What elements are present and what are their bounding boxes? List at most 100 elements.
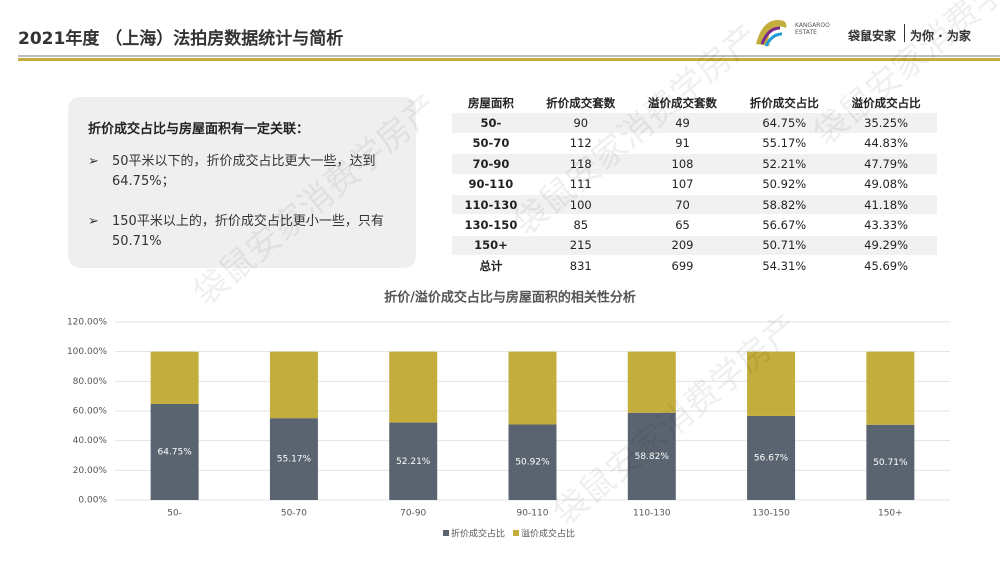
table-cell: 41.18% [835,194,937,216]
table-cell: 215 [529,235,632,257]
table-cell: 49.08% [835,174,937,195]
data-label: 50.71% [873,458,908,468]
data-label: 64.75% [157,447,192,457]
table-row: 70-90 118 108 52.21% 47.79% [452,153,937,175]
chart-title: 折价/溢价成交占比与房屋面积的相关性分析 [384,290,636,306]
legend-label: 溢价成交占比 [521,528,575,540]
y-tick-label: 120.00% [67,318,107,328]
table-cell: 44.83% [835,133,937,155]
table-cell: 111 [529,174,632,195]
brand: 袋鼠安家 [848,29,897,43]
table-cell: 58.82% [733,194,836,216]
table-cell: 65 [631,214,734,236]
bar-segment [150,403,199,500]
table-cell: 70 [631,194,734,216]
table-cell: 55.17% [733,133,836,155]
data-label: 58.82% [635,452,670,462]
table-cell: 47.79% [835,153,937,175]
table-cell: 90 [529,112,632,134]
logo-text: ESTATE [795,29,817,36]
x-tick-label: 70-90 [400,509,426,519]
chart: 折价/溢价成交占比与房屋面积的相关性分析 0.00% 20.00% 40.00% 60… [67,290,950,540]
table-cell: 49 [631,112,734,134]
page-title: 2021年度 （上海）法拍房数据统计与简析 [18,29,344,49]
x-tick-label: 50-70 [281,509,307,519]
header-rule [18,55,1000,57]
table-cell: 50-70 [452,133,530,155]
table-cell: 52.21% [733,153,836,175]
y-tick-label: 60.00% [73,407,108,417]
x-tick-label: 110-130 [633,509,671,519]
data-label: 56.67% [754,453,789,463]
note-heading: 折价成交占比与房屋面积有一定关联： [88,122,310,137]
table-cell: 91 [631,133,734,155]
header-rule-gold [18,58,1000,61]
legend-label: 折价成交占比 [451,528,505,540]
table-cell: 50.71% [733,235,836,257]
bar-segment [269,351,318,419]
table-cell: 85 [529,214,632,236]
table-row: 110-130 100 70 58.82% 41.18% [452,194,937,216]
table-header-cell: 溢价成交占比 [835,93,937,114]
y-tick-label: 0.00% [78,496,107,506]
note-bullet: 150平米以上的，折价成交占比更小一些，只有50.71% [88,212,406,252]
table-row: 90-110 111 107 50.92% 49.08% [452,174,937,195]
bar-segment [508,351,557,425]
x-tick-label: 150+ [878,509,903,519]
table-cell: 64.75% [733,112,836,134]
table-cell: 54.31% [733,255,836,277]
bar-segment [747,351,796,416]
table-header-cell: 溢价成交套数 [631,93,734,114]
legend-marker [443,530,449,536]
data-label: 50.92% [515,458,550,468]
table-cell: 43.33% [835,214,937,236]
bar-segment [389,351,438,423]
y-tick-label: 100.00% [67,347,107,357]
table-cell: 90-110 [452,174,530,195]
x-tick-label: 130-150 [752,509,790,519]
legend-marker [513,530,519,536]
bar-segment [627,351,676,413]
bar-segment [866,351,915,425]
bar-segment [508,424,557,500]
table-cell: 107 [631,174,734,195]
table-row: 50- 90 49 64.75% 35.25% [452,112,937,134]
table-cell: 总计 [452,255,530,277]
table-row: 130-150 85 65 56.67% 43.33% [452,214,937,236]
bar-segment [747,415,796,500]
table-cell: 130-150 [452,214,530,236]
table-cell: 49.29% [835,235,937,257]
y-tick-label: 40.00% [73,436,108,446]
table-cell: 35.25% [835,112,937,134]
table-cell: 70-90 [452,153,530,175]
table-header-cell: 折价成交套数 [529,93,632,114]
note-bullet: 50平米以下的，折价成交占比更大一些，达到64.75%； [88,152,406,192]
table-cell: 100 [529,194,632,216]
separator [904,24,905,42]
table-cell: 50- [452,112,530,134]
data-label: 55.17% [277,455,312,465]
slogan: 为你 · 为家 [910,29,971,43]
y-tick-label: 20.00% [73,466,108,476]
table-header-cell: 房屋面积 [452,93,530,114]
logo-icon [756,20,787,47]
bar-segment [389,422,438,500]
x-tick-label: 50- [167,509,182,519]
table-cell: 831 [529,255,632,277]
bar-segment [269,418,318,500]
table-cell: 108 [631,153,734,175]
data-label: 52.21% [396,457,431,467]
table-cell: 118 [529,153,632,175]
table-cell: 699 [631,255,734,277]
table-row: 150+ 215 209 50.71% 49.29% [452,235,937,257]
table-header-row: 房屋面积 折价成交套数 溢价成交套数 折价成交占比 溢价成交占比 [452,93,937,114]
table-cell: 150+ [452,235,530,257]
table-row: 50-70 112 91 55.17% 44.83% [452,133,937,155]
table-cell: 110-130 [452,194,530,216]
x-tick-label: 90-110 [517,509,549,519]
bar-segment [866,424,915,500]
bar-segment [627,412,676,500]
y-tick-label: 80.00% [73,377,108,387]
table-cell: 50.92% [733,174,836,195]
